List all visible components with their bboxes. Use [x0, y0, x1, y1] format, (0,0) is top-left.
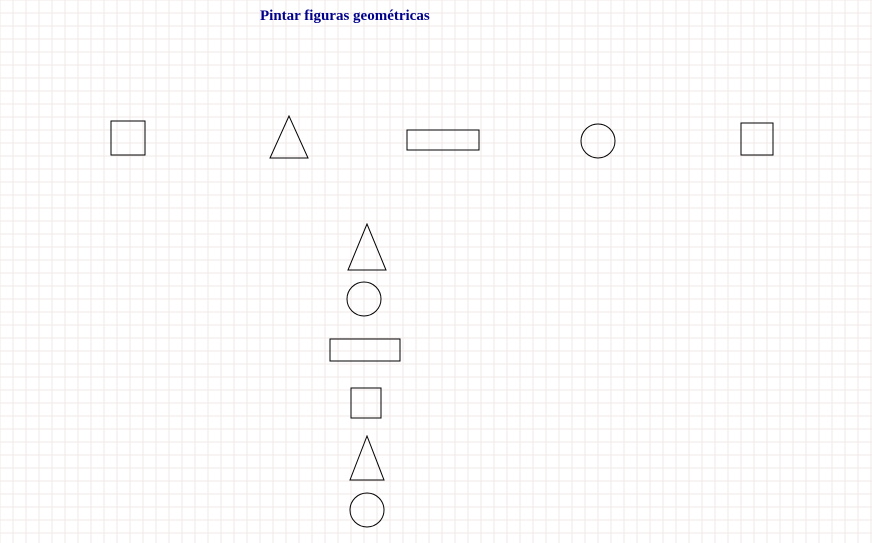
triangle-icon	[269, 115, 309, 159]
square-shape[interactable]	[740, 122, 774, 156]
square-shape[interactable]	[110, 120, 146, 156]
circle-shape[interactable]	[580, 123, 616, 159]
triangle-shape[interactable]	[349, 435, 385, 481]
square-icon	[740, 122, 774, 156]
circle-shape[interactable]	[346, 281, 382, 317]
square-icon	[350, 387, 382, 419]
square-icon	[110, 120, 146, 156]
triangle-shape[interactable]	[347, 223, 387, 271]
square-shape[interactable]	[350, 387, 382, 419]
triangle-icon	[347, 223, 387, 271]
page-title: Pintar figuras geométricas	[260, 8, 430, 25]
circle-icon	[346, 281, 382, 317]
grid-background	[0, 0, 872, 543]
circle-shape[interactable]	[349, 492, 385, 528]
rectangle-icon	[329, 338, 401, 362]
grid-svg	[0, 0, 872, 543]
rectangle-shape[interactable]	[406, 129, 480, 151]
rectangle-shape[interactable]	[329, 338, 401, 362]
circle-icon	[349, 492, 385, 528]
triangle-shape[interactable]	[269, 115, 309, 159]
triangle-icon	[349, 435, 385, 481]
rectangle-icon	[406, 129, 480, 151]
circle-icon	[580, 123, 616, 159]
